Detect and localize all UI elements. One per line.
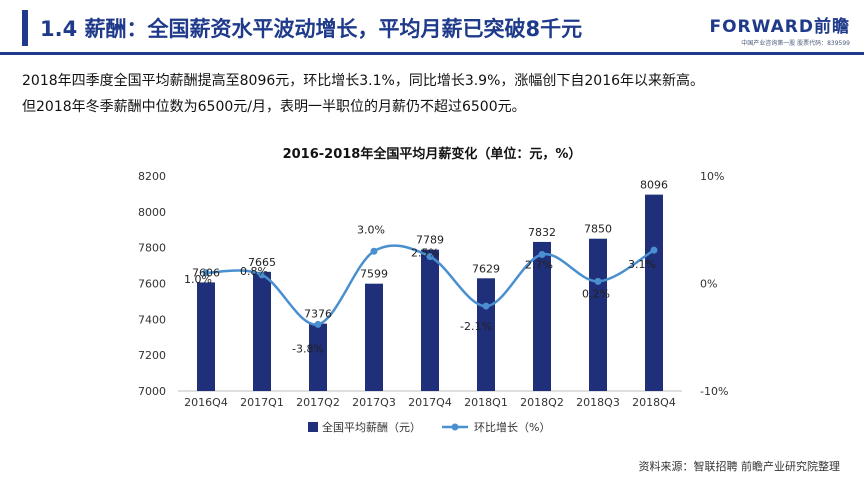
- line-value-label: -3.8%: [292, 342, 324, 355]
- y-right-tick-label: 10%: [700, 170, 724, 183]
- x-tick-label: 2018Q1: [464, 396, 508, 409]
- x-tick-label: 2017Q2: [296, 396, 340, 409]
- x-tick-label: 2018Q2: [520, 396, 564, 409]
- x-tick-label: 2018Q4: [632, 396, 676, 409]
- source-note: 资料来源：智联招聘 前瞻产业研究院整理: [638, 460, 841, 473]
- y-right-tick-label: 0%: [700, 278, 717, 291]
- legend-bar-swatch: [308, 422, 318, 432]
- bar: [421, 249, 439, 391]
- bar: [645, 194, 663, 391]
- line-value-label: 2.5%: [411, 247, 439, 260]
- y-left-tick-label: 7200: [138, 349, 166, 362]
- growth-point: [202, 269, 210, 277]
- x-tick-label: 2018Q3: [576, 396, 620, 409]
- growth-point: [482, 302, 490, 310]
- header: 1.4 薪酬：全国薪资水平波动增长，平均月薪已突破8千元 FORWARD前瞻 中…: [0, 0, 864, 56]
- y-left-tick-label: 7600: [138, 278, 166, 291]
- bar-value-label: 7850: [584, 223, 612, 236]
- x-tick-label: 2017Q1: [240, 396, 284, 409]
- y-left-tick-label: 7000: [138, 385, 166, 398]
- bar: [533, 241, 551, 391]
- legend-line-label: 环比增长（%）: [474, 420, 550, 434]
- growth-point: [370, 247, 378, 255]
- growth-point: [314, 320, 322, 328]
- x-tick-label: 2016Q4: [184, 396, 228, 409]
- growth-point: [426, 253, 434, 261]
- bar-value-label: 8096: [640, 179, 668, 192]
- brand-subtitle: 中国产业咨询第一股 股票代码：839599: [741, 40, 850, 47]
- bar: [365, 283, 383, 391]
- page-title: 1.4 薪酬：全国薪资水平波动增长，平均月薪已突破8千元: [40, 17, 583, 41]
- bar: [589, 238, 607, 391]
- bar-value-label: 7665: [248, 256, 276, 269]
- growth-point: [538, 250, 546, 258]
- chart-title: 2016-2018年全国平均月薪变化（单位：元，%）: [282, 147, 582, 162]
- brand-logo: FORWARD前瞻 中国产业咨询第一股 股票代码：839599: [700, 12, 850, 47]
- bar-value-label: 7599: [360, 268, 388, 281]
- header-divider: [0, 52, 864, 55]
- line-value-label: 0.2%: [582, 287, 610, 300]
- line-value-label: 3.1%: [628, 258, 656, 271]
- y-left-tick-label: 8200: [138, 170, 166, 183]
- bar-value-label: 7606: [192, 266, 220, 279]
- bar-value-label: 7376: [304, 308, 332, 321]
- growth-point: [650, 246, 658, 254]
- intro-text: 2018年四季度全国平均薪酬提高至8096元，环比增长3.1%，同比增长3.9%…: [22, 68, 852, 120]
- y-right-tick-label: -10%: [700, 385, 728, 398]
- bar: [309, 323, 327, 391]
- bar-value-label: 7629: [472, 262, 500, 275]
- intro-line-2: 但2018年冬季薪酬中位数为6500元/月，表明一半职位的月薪仍不超过6500元…: [22, 99, 526, 115]
- y-left-tick-label: 7400: [138, 313, 166, 326]
- y-left-tick-label: 7800: [138, 242, 166, 255]
- bar-value-label: 7789: [416, 234, 444, 247]
- bar-value-label: 7832: [528, 226, 556, 239]
- x-tick-label: 2017Q4: [408, 396, 452, 409]
- legend-line-marker: [451, 423, 459, 431]
- intro-line-1: 2018年四季度全国平均薪酬提高至8096元，环比增长3.1%，同比增长3.9%…: [22, 73, 705, 89]
- y-left-tick-label: 8000: [138, 206, 166, 219]
- growth-point: [594, 277, 602, 285]
- line-value-label: 2.7%: [525, 258, 553, 271]
- line-value-label: 1.0%: [184, 273, 212, 286]
- bar: [477, 278, 495, 391]
- brand-name: FORWARD前瞻: [709, 17, 850, 37]
- growth-point: [258, 271, 266, 279]
- bar: [253, 271, 271, 391]
- x-tick-label: 2017Q3: [352, 396, 396, 409]
- line-value-label: -2.1%: [460, 320, 492, 333]
- bar: [197, 282, 215, 391]
- line-value-label: 3.0%: [357, 223, 385, 236]
- line-value-label: 0.8%: [240, 265, 268, 278]
- header-accent-bar: [22, 10, 28, 46]
- legend-bar-label: 全国平均薪酬（元）: [322, 420, 421, 434]
